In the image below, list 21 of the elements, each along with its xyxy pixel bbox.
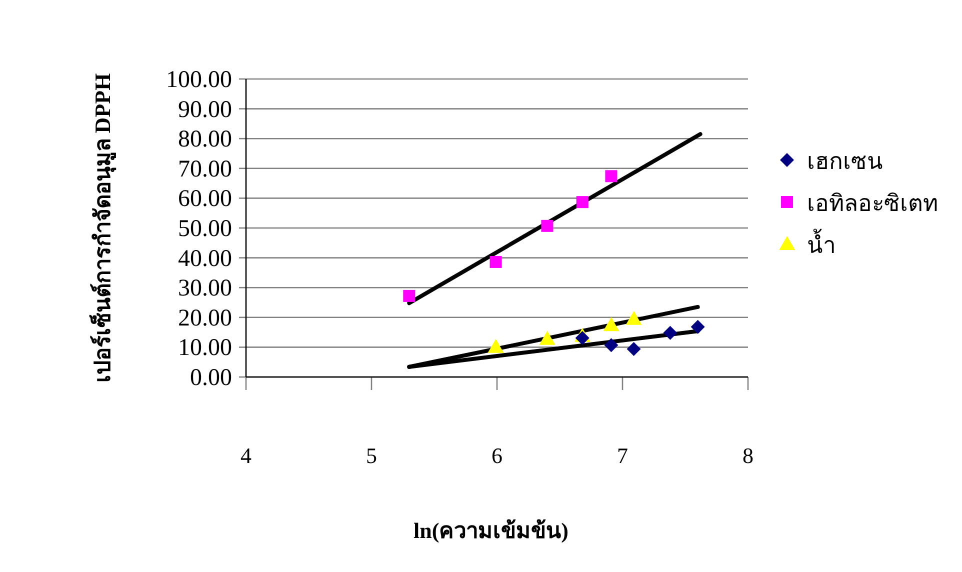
x-tick-label: 8 xyxy=(742,443,754,468)
x-tick-label: 4 xyxy=(240,443,252,468)
y-tick-label: 30.00 xyxy=(178,276,232,302)
y-axis-title: เปอร์เซ็นต์การกำจัดอนุมูล DPPH xyxy=(88,73,117,383)
x-tick-label: 5 xyxy=(366,443,377,468)
legend-label: เอทิลอะซิเตท xyxy=(807,191,938,216)
y-tick-label: 10.00 xyxy=(178,335,232,362)
legend-label: เฮกเซน xyxy=(807,149,883,174)
y-tick-label: 70.00 xyxy=(178,156,232,182)
y-tick-label: 0.00 xyxy=(190,365,232,391)
x-axis-title: ln(ความเข้มข้น) xyxy=(414,518,568,543)
legend-label: น้ำ xyxy=(807,229,836,258)
y-tick-label: 100.00 xyxy=(166,67,232,93)
y-tick-label: 80.00 xyxy=(178,126,232,153)
y-tick-label: 60.00 xyxy=(178,186,232,212)
y-tick-label: 90.00 xyxy=(178,96,232,123)
y-tick-label: 20.00 xyxy=(178,305,232,332)
y-tick-label: 50.00 xyxy=(178,216,232,242)
y-tick-label: 40.00 xyxy=(178,246,232,272)
x-tick-label: 6 xyxy=(492,443,502,468)
x-tick-label: 7 xyxy=(617,443,628,468)
